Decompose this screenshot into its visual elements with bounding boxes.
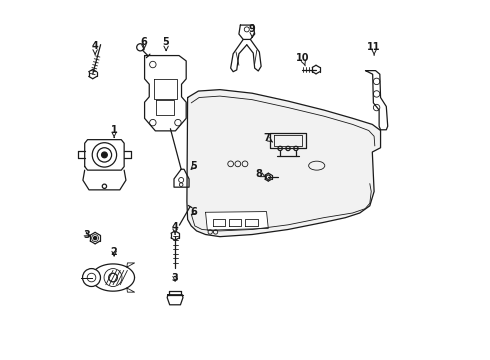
Polygon shape bbox=[127, 288, 135, 292]
Polygon shape bbox=[145, 55, 186, 131]
Text: 7: 7 bbox=[263, 133, 273, 143]
Text: 10: 10 bbox=[295, 53, 309, 66]
Text: 2: 2 bbox=[111, 247, 118, 257]
Text: 4: 4 bbox=[172, 222, 178, 234]
Polygon shape bbox=[83, 170, 126, 190]
Polygon shape bbox=[270, 133, 306, 148]
Text: 4: 4 bbox=[92, 41, 98, 54]
Text: 9: 9 bbox=[249, 24, 256, 37]
Polygon shape bbox=[167, 295, 183, 305]
Text: 6: 6 bbox=[141, 37, 147, 50]
Text: 6: 6 bbox=[191, 207, 197, 217]
Circle shape bbox=[82, 269, 100, 287]
Text: 3: 3 bbox=[83, 230, 90, 239]
Text: 5: 5 bbox=[191, 161, 197, 171]
Text: 1: 1 bbox=[111, 125, 118, 138]
Polygon shape bbox=[174, 169, 189, 187]
Polygon shape bbox=[85, 140, 124, 170]
Polygon shape bbox=[366, 71, 388, 130]
Polygon shape bbox=[92, 264, 135, 291]
Circle shape bbox=[101, 152, 107, 158]
Polygon shape bbox=[127, 263, 135, 267]
Text: 3: 3 bbox=[172, 273, 178, 283]
Circle shape bbox=[94, 237, 97, 240]
Text: 11: 11 bbox=[368, 42, 381, 55]
Polygon shape bbox=[187, 90, 381, 237]
Polygon shape bbox=[239, 25, 255, 40]
Polygon shape bbox=[205, 212, 269, 230]
Text: 5: 5 bbox=[163, 37, 170, 50]
Text: 8: 8 bbox=[255, 168, 265, 179]
